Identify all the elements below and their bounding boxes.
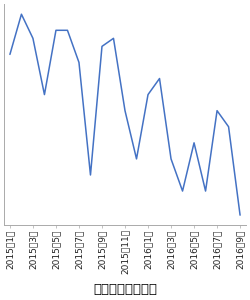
X-axis label: 平均残業時間推移: 平均残業時間推移 (93, 283, 157, 296)
